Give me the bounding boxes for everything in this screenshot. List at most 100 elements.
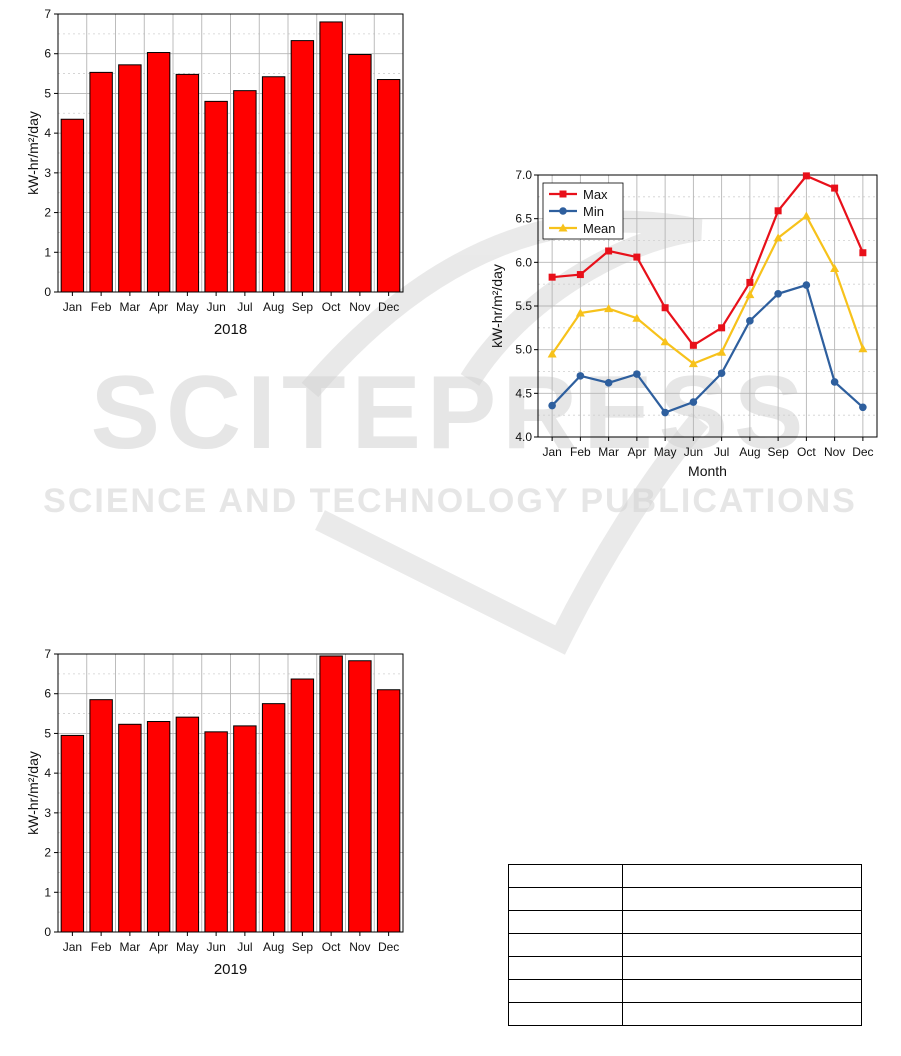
y-tick-label: 5.5 bbox=[515, 299, 532, 313]
bar-sep bbox=[290, 678, 315, 933]
x-tick-label: Dec bbox=[852, 445, 873, 459]
bar-dec bbox=[376, 689, 401, 933]
y-tick-label: 0 bbox=[44, 285, 51, 299]
y-tick-label: 6 bbox=[44, 47, 51, 61]
y-tick-label: 6.0 bbox=[515, 255, 532, 269]
point-min-jul bbox=[717, 369, 726, 378]
point-max-feb bbox=[576, 271, 584, 279]
x-tick-label: May bbox=[176, 940, 199, 954]
point-min-may bbox=[661, 408, 669, 417]
x-tick-label: Feb bbox=[91, 940, 112, 954]
point-mean-mar bbox=[604, 304, 614, 313]
point-mean-aug bbox=[745, 290, 755, 299]
bar-jan bbox=[60, 734, 85, 933]
x-tick-label: Nov bbox=[824, 445, 845, 459]
x-tick-label: Jan bbox=[63, 300, 82, 314]
table-cell bbox=[622, 979, 862, 1003]
watermark-subtitle: SCIENCE AND TECHNOLOGY PUBLICATIONS bbox=[43, 482, 857, 520]
x-tick-label: Sep bbox=[767, 445, 789, 459]
x-tick-label: Aug bbox=[739, 445, 760, 459]
bar-jan bbox=[60, 118, 85, 293]
bar-apr bbox=[146, 52, 171, 293]
plot-frame bbox=[57, 13, 404, 293]
point-max-sep bbox=[774, 207, 782, 215]
point-min-nov bbox=[830, 378, 839, 386]
x-tick-label: Jun bbox=[206, 940, 225, 954]
bar-dec bbox=[376, 79, 401, 293]
table-cell bbox=[508, 933, 623, 957]
table-cell bbox=[508, 979, 623, 1003]
x-tick-label: Jun bbox=[206, 300, 225, 314]
y-tick-label: 4 bbox=[44, 126, 51, 140]
x-tick-label: Apr bbox=[149, 300, 168, 314]
plot-frame bbox=[57, 653, 404, 933]
x-tick-label: Apr bbox=[149, 940, 168, 954]
y-tick-label: 5.0 bbox=[515, 343, 532, 357]
y-tick-label: 3 bbox=[44, 166, 51, 180]
table-cell bbox=[622, 933, 862, 957]
x-tick-label: Mar bbox=[120, 940, 141, 954]
bar-feb bbox=[89, 71, 113, 293]
table-cell bbox=[508, 864, 623, 888]
empty-table bbox=[508, 864, 862, 1026]
y-tick-label: 4.5 bbox=[515, 386, 532, 400]
series-line-max bbox=[552, 174, 864, 347]
bar-jul bbox=[233, 90, 257, 293]
point-min-aug bbox=[746, 317, 754, 325]
point-mean-feb bbox=[575, 308, 585, 317]
bar-chart-2019: 0 1 2 3 4 5 6 7 Jan Feb Mar Apr May Jun Jul Aug Sep Oct No… bbox=[25, 647, 404, 978]
x-tick-label: Jul bbox=[237, 940, 252, 954]
bar-jun bbox=[204, 731, 228, 933]
x-tick-label: May bbox=[654, 445, 677, 459]
y-tick-label: 7.0 bbox=[515, 168, 532, 182]
y-tick-label: 4 bbox=[44, 766, 51, 780]
point-mean-apr bbox=[632, 313, 642, 322]
table-cell bbox=[622, 910, 862, 934]
x-tick-label: Jul bbox=[237, 300, 252, 314]
bar-aug bbox=[261, 76, 286, 293]
bar-oct bbox=[319, 21, 343, 293]
x-tick-label: Jan bbox=[63, 940, 82, 954]
y-axis-label: kW-hr/m²/day bbox=[489, 264, 505, 348]
bar-apr bbox=[146, 721, 171, 933]
x-tick-label: Dec bbox=[378, 940, 399, 954]
point-min-sep bbox=[774, 289, 782, 298]
bar-may bbox=[175, 716, 200, 933]
y-tick-label: 4.0 bbox=[515, 430, 532, 444]
y-tick-label: 0 bbox=[44, 925, 51, 939]
point-min-feb bbox=[576, 372, 585, 380]
x-tick-label: Sep bbox=[292, 300, 314, 314]
bar-sep bbox=[290, 40, 315, 293]
y-tick-label: 1 bbox=[44, 885, 51, 899]
table-cell bbox=[508, 910, 623, 934]
point-max-aug bbox=[746, 278, 754, 286]
x-tick-label: Jun bbox=[684, 445, 703, 459]
x-axis-label: 2019 bbox=[214, 961, 247, 978]
bar-jun bbox=[204, 100, 228, 293]
table-row bbox=[508, 979, 862, 1003]
bar-aug bbox=[261, 703, 286, 933]
point-mean-dec bbox=[858, 344, 868, 353]
series-line-min bbox=[551, 283, 864, 414]
bar-may bbox=[175, 73, 200, 293]
point-max-jun bbox=[689, 341, 697, 349]
table-cell bbox=[508, 1002, 623, 1026]
point-mean-jan bbox=[547, 349, 557, 358]
x-tick-label: Nov bbox=[349, 300, 370, 314]
point-min-dec bbox=[859, 403, 867, 412]
x-tick-label: Sep bbox=[292, 940, 314, 954]
bar-jul bbox=[233, 725, 257, 933]
x-tick-label: Mar bbox=[598, 445, 619, 459]
point-mean-sep bbox=[773, 233, 783, 242]
table-cell bbox=[508, 956, 623, 980]
point-mean-jun bbox=[688, 359, 698, 368]
x-tick-label: Apr bbox=[628, 445, 647, 459]
bar-nov bbox=[348, 54, 372, 293]
y-tick-label: 2 bbox=[44, 206, 51, 220]
point-mean-oct bbox=[801, 211, 811, 220]
y-tick-label: 7 bbox=[44, 647, 51, 661]
table-cell bbox=[622, 956, 862, 980]
y-tick-label: 2 bbox=[44, 846, 51, 860]
x-axis-label: Month bbox=[688, 463, 727, 479]
bar-mar bbox=[118, 64, 142, 293]
